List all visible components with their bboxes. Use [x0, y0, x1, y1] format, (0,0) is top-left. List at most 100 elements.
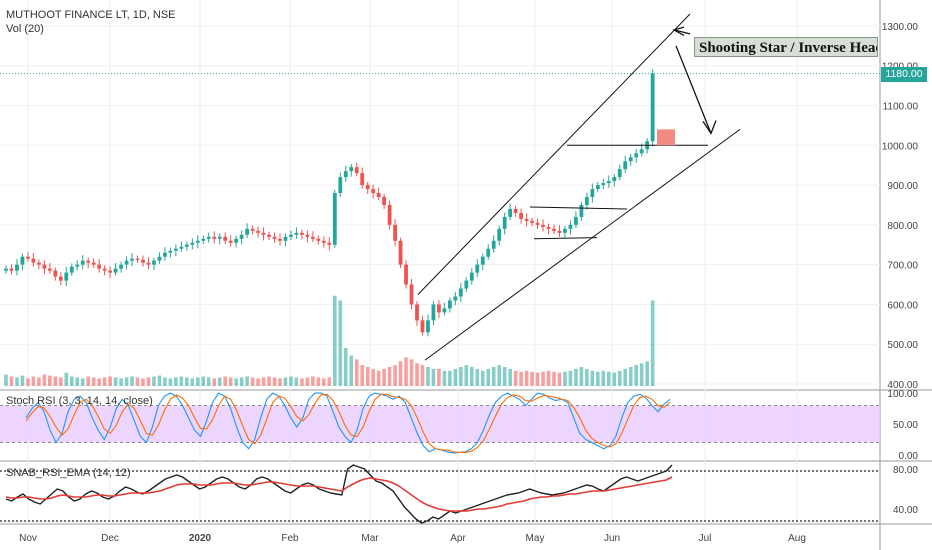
x-tick-label: Dec [101, 533, 119, 544]
volume-bar [585, 368, 589, 386]
y-tick-label: 1300.00 [882, 22, 919, 33]
candle-body [113, 268, 118, 273]
volume-bar [607, 371, 611, 386]
stoch-d-line [25, 393, 671, 453]
candle-body [563, 228, 567, 233]
volume-bar [228, 377, 233, 386]
candle-body [453, 296, 458, 301]
candle-body [524, 218, 529, 221]
volume-bar [502, 367, 507, 386]
snab-rsi-pane[interactable] [0, 464, 880, 524]
candle-body [376, 193, 381, 198]
volume-bar [557, 372, 562, 386]
candle-body [223, 236, 228, 241]
volume-bar [130, 376, 134, 386]
candle-body [404, 264, 408, 285]
flag-upper-line [529, 206, 628, 210]
volume-bar [541, 371, 545, 386]
candle-body [458, 288, 463, 297]
candle-body [272, 236, 277, 239]
candle-body [91, 262, 96, 265]
volume-bar [212, 378, 217, 386]
volume-bar [69, 376, 74, 386]
volume-bar [497, 365, 501, 386]
volume-bar [470, 367, 474, 386]
candle-body [283, 236, 288, 241]
candle-body [300, 232, 304, 235]
volume-bar [415, 363, 419, 386]
snab-rsi-line [5, 464, 673, 524]
candle-body [80, 260, 85, 265]
volume-bar [453, 368, 458, 386]
volume-bar [409, 359, 414, 386]
candle-body [217, 236, 222, 239]
volume-bar [53, 376, 58, 386]
candle-body [15, 264, 19, 271]
candle-body [294, 232, 299, 235]
volume-bar [437, 368, 441, 386]
candle-body [212, 236, 217, 239]
volume-bar [289, 376, 293, 386]
highlight-box [657, 129, 675, 146]
candle-body [541, 224, 545, 227]
volume-bar [245, 376, 249, 386]
volume-bar [601, 370, 606, 386]
candle-body [97, 264, 102, 269]
y-tick-label: 700.00 [887, 261, 918, 272]
candle-body [530, 220, 534, 223]
volume-bar [475, 368, 480, 386]
price-pane[interactable] [0, 69, 880, 337]
candle-body [26, 256, 30, 259]
candle-body [349, 167, 354, 172]
volume-bar [639, 363, 644, 386]
volume-bar [37, 377, 41, 386]
volume-bar [448, 370, 452, 386]
pattern-annotation[interactable]: Shooting Star / Inverse Head [694, 37, 878, 57]
candle-body [108, 270, 113, 273]
volume-bar [26, 378, 30, 386]
volume-bar [596, 371, 600, 386]
volume-bar [552, 371, 556, 386]
candle-body [343, 171, 348, 178]
candle-body [617, 169, 622, 178]
candle-body [606, 181, 611, 184]
candle-body [267, 234, 271, 237]
candle-body [168, 250, 173, 253]
candle-body [409, 284, 414, 305]
snab-tick-label: 40.00 [893, 505, 918, 516]
volume-bar [398, 361, 403, 386]
volume-bar [535, 372, 540, 386]
volume-bar [316, 377, 321, 386]
candle-body [508, 208, 513, 217]
stoch-rsi-pane[interactable] [0, 392, 880, 454]
candle-body [469, 272, 474, 281]
last-price-badge: 1180.00 [881, 66, 927, 82]
volume-bar [623, 368, 628, 386]
flag-lower-line [533, 237, 598, 240]
volume-bar [612, 372, 617, 386]
x-tick-label: Nov [19, 533, 37, 544]
candle-body [486, 248, 491, 257]
x-tick-label: Feb [281, 533, 299, 544]
volume-bar [513, 370, 518, 386]
candle-body [584, 197, 589, 205]
y-tick-label: 400.00 [887, 380, 918, 391]
candle-body [371, 189, 376, 194]
volume-bar [108, 376, 112, 386]
volume-bar [239, 377, 244, 386]
y-tick-label: 900.00 [887, 181, 918, 192]
volume-bar [234, 378, 238, 386]
volume-bar [305, 377, 310, 386]
volume-bar [15, 377, 19, 386]
candle-body [393, 224, 397, 241]
candle-body [102, 268, 107, 271]
drawing-layer[interactable] [417, 13, 741, 361]
candle-body [639, 149, 644, 154]
volume-bar [480, 370, 485, 386]
volume-bar [223, 376, 227, 386]
candle-body [437, 304, 441, 313]
candle-body [623, 161, 628, 170]
volume-bar [354, 359, 359, 386]
volume-bar [97, 378, 101, 386]
